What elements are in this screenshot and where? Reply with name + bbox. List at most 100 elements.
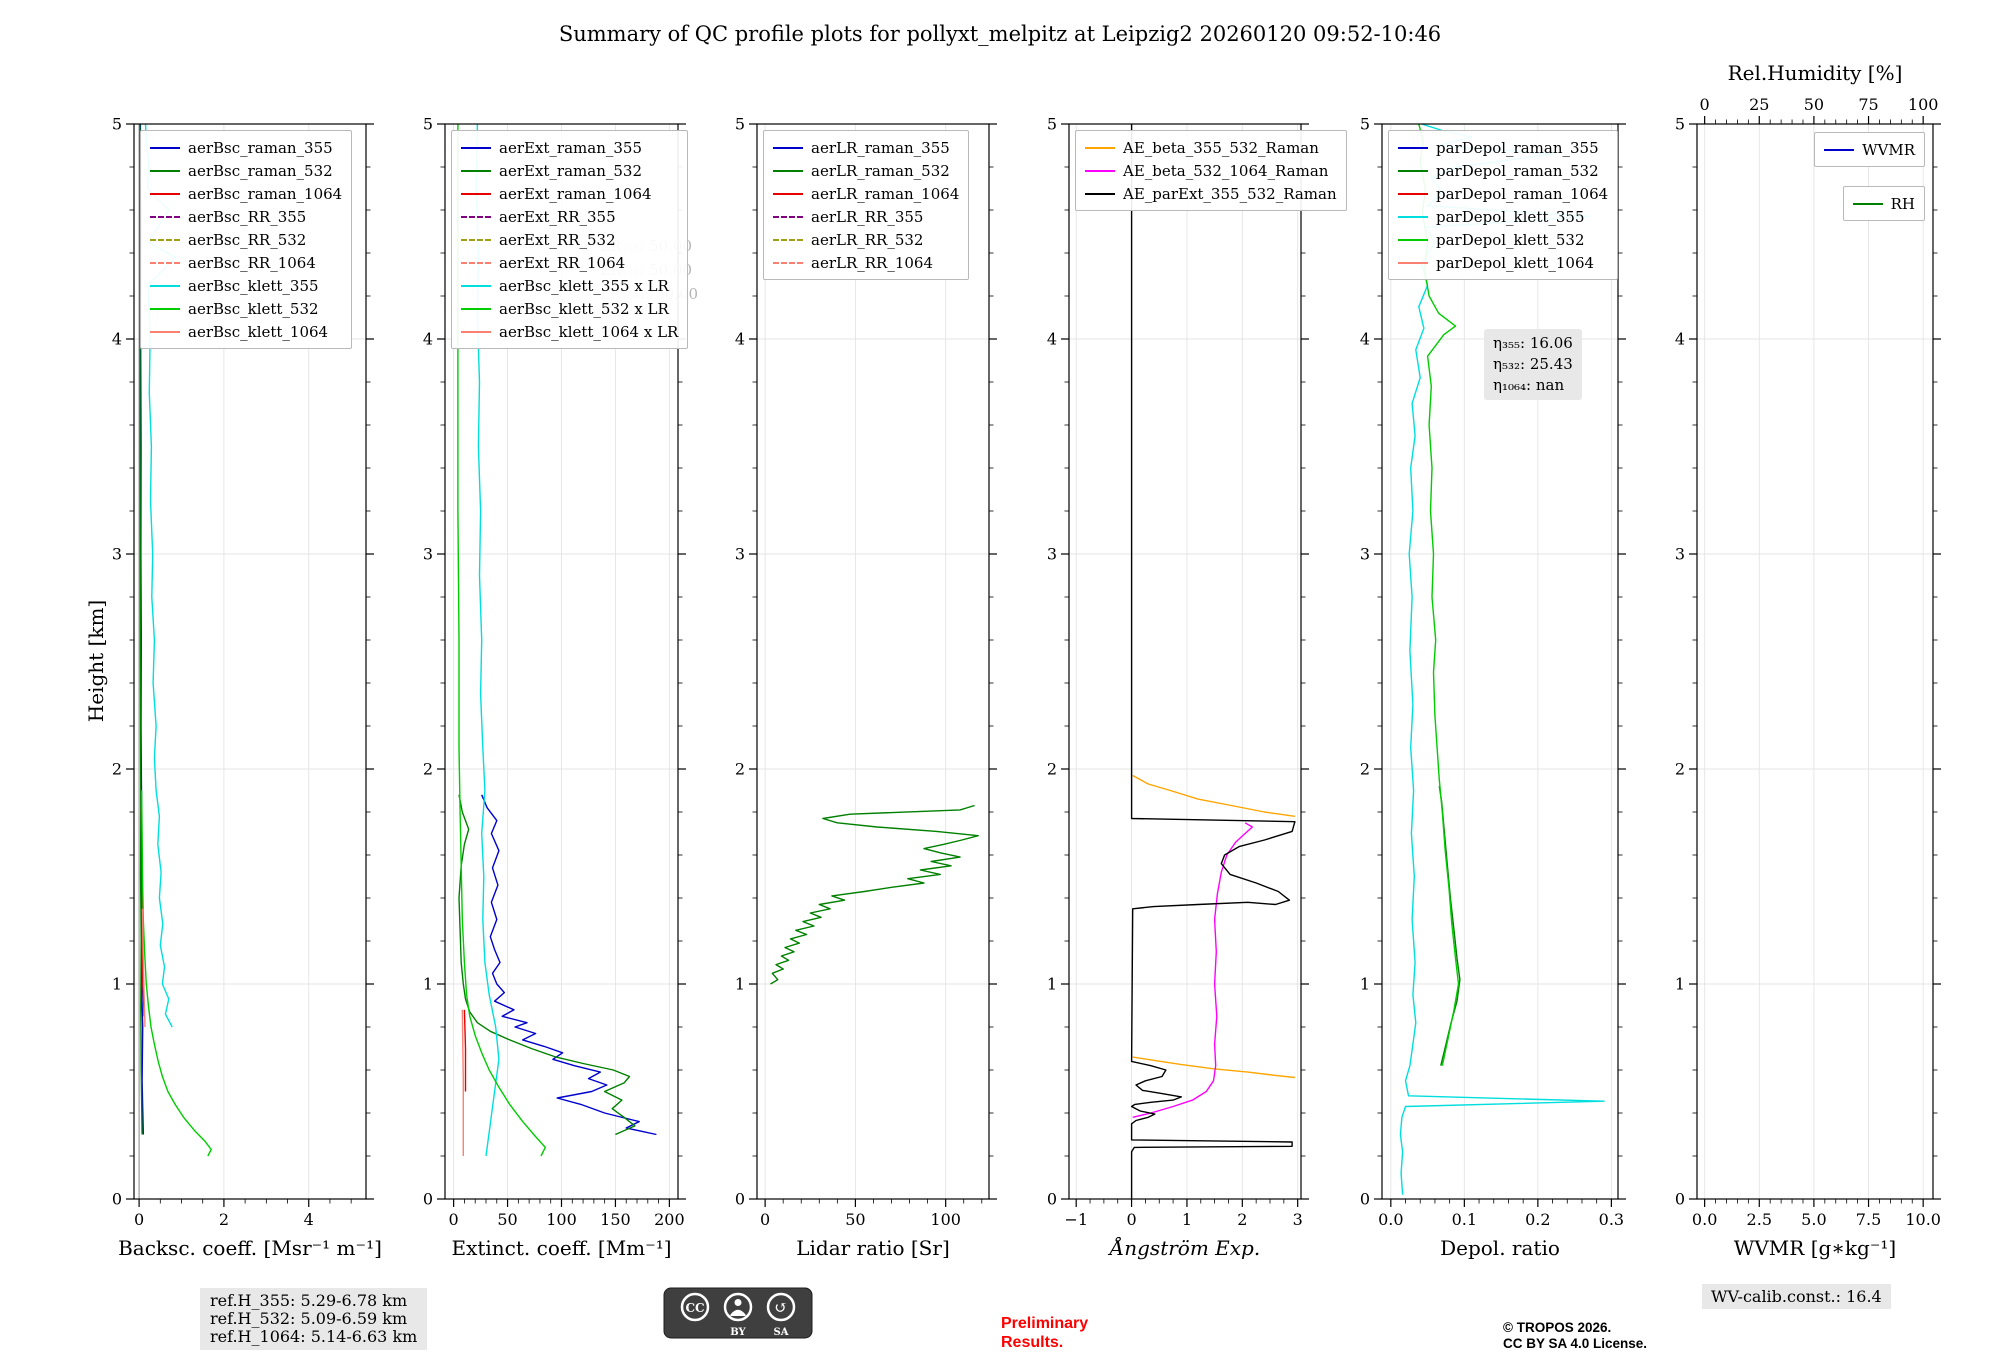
cc-by-sa-icon: CC ↺ BY SA (663, 1287, 813, 1339)
cc-text: CC (685, 1301, 704, 1315)
legend-line-sample-icon (150, 238, 180, 241)
series-aerBsc_klett_532_x_LR (457, 124, 546, 1157)
legend: AE_beta_355_532_Raman AE_beta_532_1064_Ra… (1075, 130, 1347, 211)
series-parDepol_klett_355 (1399, 123, 1605, 1195)
legend-label: aerExt_raman_355 (499, 138, 642, 157)
cc-license-badge: CC ↺ BY SA (663, 1287, 813, 1343)
y-tick-label: 1 (1047, 975, 1057, 994)
legend-entry: aerBsc_RR_532 (150, 228, 342, 251)
legend-label: parDepol_raman_1064 (1436, 184, 1609, 203)
legend-entry: aerBsc_klett_1064 x LR (461, 320, 678, 343)
x-axis-label: Lidar ratio [Sr] (796, 1236, 950, 1260)
legend-label: aerBsc_RR_532 (188, 230, 307, 249)
x-tick-label: 0.1 (1452, 1210, 1477, 1229)
series-AE_parExt_355_532_Raman (1130, 124, 1296, 1199)
legend-label: aerBsc_klett_355 x LR (499, 276, 669, 295)
legend-entry: AE_beta_355_532_Raman (1085, 136, 1337, 159)
x-axis-label: WVMR [g∗kg⁻¹] (1734, 1236, 1896, 1260)
legend-line-sample-icon (150, 192, 180, 195)
y-tick-label: 3 (1047, 545, 1057, 564)
x-tick-label: −1 (1064, 1210, 1088, 1229)
legend-entry: aerBsc_RR_355 (150, 205, 342, 228)
panel-wvmr: 0.0 2.5 5.0 7.5 10.0 0 1 2 3 4 5 0 25 50 75 100 Rel.Humi… (1675, 61, 1941, 1260)
legend-label: aerLR_RR_1064 (811, 253, 934, 272)
legend-label: aerBsc_klett_1064 x LR (499, 322, 679, 341)
y-tick-label: 4 (423, 330, 433, 349)
series-AE_beta_532_1064_Raman (1132, 822, 1253, 1118)
x-tick-label: 0.3 (1599, 1210, 1624, 1229)
series-AE_beta_355_532_Raman (1132, 774, 1295, 817)
figure-title: Summary of QC profile plots for pollyxt_… (558, 22, 1442, 46)
legend-entry: RH (1852, 192, 1915, 215)
legend-entry: aerExt_raman_532 (461, 159, 678, 182)
legend-line-sample-icon (1398, 146, 1428, 149)
legend-line-sample-icon (461, 330, 491, 333)
legend-line-sample-icon (150, 146, 180, 149)
x-axis-label: Ångström Exp. (1108, 1235, 1260, 1260)
legend-label: aerBsc_klett_1064 (188, 322, 329, 341)
legend-line-sample-icon (461, 307, 491, 310)
y-tick-label: 0 (1047, 1190, 1057, 1209)
x-tick-label: 150 (600, 1210, 631, 1229)
legend: aerExt_raman_355 aerExt_raman_532 aerExt_r… (451, 130, 689, 349)
legend: aerBsc_raman_355 aerBsc_raman_532 aerBsc_r… (140, 130, 353, 349)
legend-line-sample-icon (1398, 169, 1428, 172)
legend-entry: parDepol_raman_1064 (1398, 182, 1608, 205)
legend-label: aerExt_raman_532 (499, 161, 642, 180)
x-tick-label: 0.2 (1525, 1210, 1550, 1229)
y-tick-label: 4 (1360, 330, 1370, 349)
legend-entry: aerBsc_klett_532 (150, 297, 342, 320)
legend-label: aerBsc_RR_355 (188, 207, 307, 226)
legend-entry: aerBsc_raman_1064 (150, 182, 342, 205)
x-tick-label: 0 (134, 1210, 144, 1229)
y-tick-label: 5 (112, 115, 122, 134)
y-tick-label: 1 (735, 975, 745, 994)
y-tick-label: 5 (735, 115, 745, 134)
x-tick-label: 2 (219, 1210, 229, 1229)
legend-line-sample-icon (461, 169, 491, 172)
panel-lidar-ratio: 0 50 100 0 1 2 3 4 5 Lidar ratio [Sr] aerLR_raman_… (735, 115, 997, 1260)
y-tick-label: 1 (423, 975, 433, 994)
y-tick-label: 3 (735, 545, 745, 564)
legend-label: parDepol_raman_532 (1436, 161, 1599, 180)
legend-label: aerExt_RR_355 (499, 207, 616, 226)
x-tick-label: 2 (1237, 1210, 1247, 1229)
legend-line-sample-icon (461, 146, 491, 149)
legend-label: aerExt_RR_1064 (499, 253, 626, 272)
sa-arrow-icon (766, 1292, 796, 1322)
legend-entry: aerLR_raman_355 (773, 136, 959, 159)
copyright-note: © TROPOS 2026. CC BY SA 4.0 License. (1503, 1320, 1648, 1351)
reference-height-note: ref.H_355: 5.29-6.78 km ref.H_532: 5.09-… (200, 1288, 428, 1350)
x-axis-label: Backsc. coeff. [Msr⁻¹ m⁻¹] (118, 1236, 382, 1260)
legend-line-sample-icon (461, 261, 491, 264)
top-axis-label: Rel.Humidity [%] (1728, 61, 1903, 85)
legend-entry: AE_beta_532_1064_Raman (1085, 159, 1337, 182)
legend-entry: aerBsc_klett_1064 (150, 320, 342, 343)
svg-text:↺: ↺ (774, 1298, 787, 1317)
panel-depol-ratio: 0.0 0.1 0.2 0.3 0 1 2 3 4 5 Depol. ratio η₃₅₅: 16.0… (1360, 115, 1626, 1260)
y-tick-label: 5 (1047, 115, 1057, 134)
legend-label: parDepol_klett_532 (1436, 230, 1585, 249)
legend: aerLR_raman_355 aerLR_raman_532 aerLR_rama… (763, 130, 970, 280)
legend-entry: aerBsc_klett_355 (150, 274, 342, 297)
legend-line-sample-icon (461, 284, 491, 287)
legend-entry: aerLR_raman_532 (773, 159, 959, 182)
y-tick-label: 2 (112, 760, 122, 779)
x-tick-label: 0.0 (1378, 1210, 1403, 1229)
x-tick-label: 100 (930, 1210, 961, 1229)
preliminary-note: Preliminary Results. (1001, 1315, 1089, 1351)
legend-entry: aerLR_raman_1064 (773, 182, 959, 205)
legend-line-sample-icon (773, 169, 803, 172)
legend-label: aerBsc_raman_355 (188, 138, 333, 157)
sa-text: SA (774, 1327, 789, 1338)
y-tick-label: 4 (112, 330, 122, 349)
x-tick-label: 1 (1182, 1210, 1192, 1229)
legend-entry: aerExt_RR_355 (461, 205, 678, 228)
y-tick-label: 4 (735, 330, 745, 349)
legend-line-sample-icon (1398, 238, 1428, 241)
legend-line-sample-icon (461, 238, 491, 241)
series-parDepol_raman_532 (1438, 786, 1461, 1066)
top-tick-label: 75 (1858, 95, 1878, 114)
legend-entry: aerBsc_raman_532 (150, 159, 342, 182)
y-tick-label: 0 (1675, 1190, 1685, 1209)
